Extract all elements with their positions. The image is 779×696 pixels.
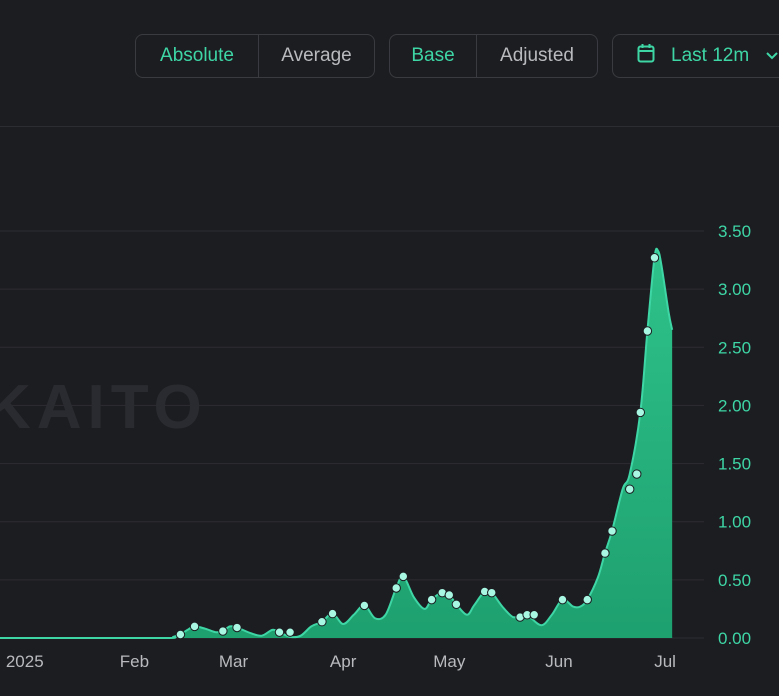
adjusted-button[interactable]: Adjusted (476, 35, 597, 77)
data-marker (635, 407, 646, 418)
x-tick-label: Feb (120, 652, 149, 671)
data-marker (444, 590, 454, 600)
y-axis: 0.00 0.50 1.00 1.50 2.00 2.50 3.00 3.50 (718, 222, 751, 648)
x-tick-label: 2025 (6, 652, 44, 671)
mode-toggle: Base Adjusted (389, 34, 598, 78)
data-marker (327, 608, 338, 619)
data-marker (232, 622, 242, 633)
data-marker (582, 594, 592, 605)
y-tick-label: 3.50 (718, 222, 751, 241)
data-marker (189, 621, 200, 632)
data-marker (625, 484, 635, 494)
date-range-label: Last 12m (671, 45, 750, 66)
date-range-dropdown[interactable]: Last 12m (612, 34, 779, 78)
data-marker (529, 610, 539, 620)
data-marker (426, 594, 437, 605)
x-tick-label: May (433, 652, 466, 671)
y-tick-label: 0.00 (718, 629, 751, 648)
y-tick-label: 3.00 (718, 280, 751, 299)
data-marker (607, 526, 617, 536)
data-marker (285, 627, 295, 637)
calendar-icon (637, 43, 655, 69)
x-tick-label: Jun (545, 652, 572, 671)
data-marker (487, 587, 497, 598)
data-marker (175, 629, 186, 640)
y-tick-label: 1.50 (718, 455, 751, 474)
data-marker (398, 571, 408, 582)
data-marker (391, 583, 401, 593)
y-tick-label: 0.50 (718, 571, 751, 590)
metric-toggle: Absolute Average (135, 34, 375, 78)
y-tick-label: 2.50 (718, 338, 751, 357)
data-markers (175, 253, 660, 640)
data-marker (649, 253, 660, 263)
data-marker (632, 469, 642, 479)
data-marker (274, 627, 285, 637)
average-button[interactable]: Average (258, 35, 374, 77)
area-series (0, 248, 673, 639)
x-tick-label: Jul (654, 652, 676, 671)
y-tick-label: 1.00 (718, 513, 751, 532)
base-button[interactable]: Base (411, 45, 455, 66)
header-divider (0, 126, 779, 127)
data-marker (557, 594, 568, 605)
kaito-watermark: KAITO (0, 373, 208, 442)
chevron-down-icon (765, 45, 779, 67)
x-tick-label: Apr (330, 652, 357, 671)
area-series-line (0, 247, 674, 640)
data-marker (317, 617, 327, 627)
data-marker (642, 326, 653, 336)
x-axis: 2025 Feb Mar Apr May Jun Jul (6, 652, 676, 671)
data-marker (451, 599, 462, 609)
x-tick-label: Mar (219, 652, 249, 671)
y-tick-label: 2.00 (718, 396, 751, 415)
data-marker (600, 548, 610, 558)
data-marker (218, 626, 228, 636)
data-marker (359, 600, 370, 611)
absolute-button[interactable]: Absolute (160, 45, 234, 66)
